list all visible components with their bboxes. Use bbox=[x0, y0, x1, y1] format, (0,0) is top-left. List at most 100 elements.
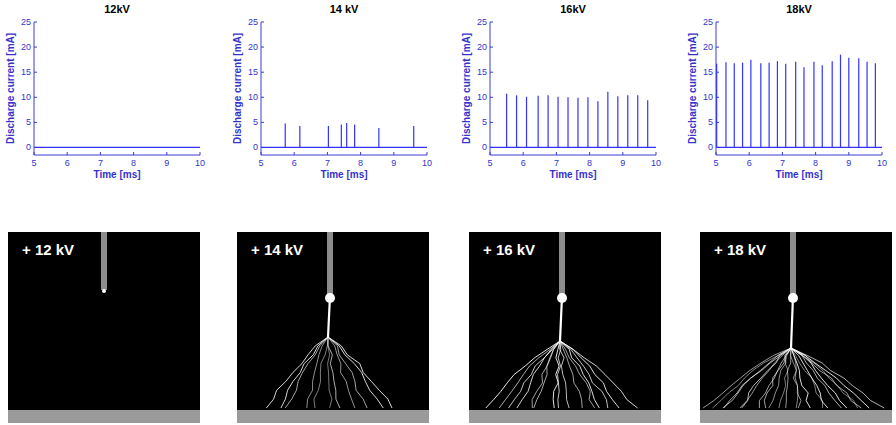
y-tick bbox=[490, 22, 493, 23]
streamer-branch bbox=[532, 341, 560, 408]
streamer-branch bbox=[791, 348, 847, 408]
streamers bbox=[486, 296, 638, 408]
pulse bbox=[647, 100, 648, 147]
pulse bbox=[577, 98, 578, 148]
streamer-branch bbox=[791, 348, 884, 408]
streamer-branch bbox=[499, 341, 560, 408]
y-tick bbox=[261, 122, 264, 123]
streamer-branch bbox=[285, 337, 328, 408]
y-tick bbox=[490, 47, 493, 48]
streamer-branch bbox=[740, 348, 791, 408]
pulse bbox=[328, 126, 329, 148]
y-tick-label: 10 bbox=[21, 92, 31, 102]
photo: + 12 kV bbox=[8, 232, 200, 423]
streamer-branch bbox=[486, 341, 560, 408]
x-tick bbox=[67, 152, 68, 155]
y-tick-label: 25 bbox=[477, 17, 487, 27]
tip-glow bbox=[325, 293, 335, 303]
pulse bbox=[742, 63, 743, 148]
photo-background bbox=[700, 232, 892, 423]
x-tick-label: 9 bbox=[846, 158, 851, 168]
pulse bbox=[866, 62, 867, 148]
ground-plane bbox=[8, 410, 200, 423]
x-tick-label: 8 bbox=[587, 158, 592, 168]
pulse bbox=[848, 58, 849, 148]
pulse bbox=[813, 62, 814, 148]
x-tick-label: 5 bbox=[713, 158, 718, 168]
streamer-branch bbox=[307, 337, 328, 408]
plot-marks bbox=[716, 55, 882, 148]
x-tick bbox=[815, 152, 816, 155]
pulse bbox=[803, 67, 804, 147]
photo: + 14 kV bbox=[237, 232, 429, 423]
x-tick-label: 10 bbox=[651, 158, 661, 168]
y-tick bbox=[490, 72, 493, 73]
pulse bbox=[526, 97, 527, 148]
y-tick bbox=[716, 22, 719, 23]
x-tick bbox=[34, 152, 35, 155]
x-tick-label: 9 bbox=[620, 158, 625, 168]
streamer-branch bbox=[534, 341, 560, 408]
x-tick-label: 8 bbox=[813, 158, 818, 168]
pulse bbox=[597, 101, 598, 147]
y-tick-label: 5 bbox=[708, 117, 713, 127]
x-tick bbox=[133, 152, 134, 155]
y-tick-label: 20 bbox=[703, 42, 713, 52]
photo-label: + 16 kV bbox=[483, 241, 535, 258]
streamer-branch bbox=[703, 348, 791, 408]
x-tick-label: 10 bbox=[422, 158, 432, 168]
chart-title: 18kV bbox=[786, 3, 812, 15]
x-tick-label: 5 bbox=[31, 158, 36, 168]
x-axis-line bbox=[34, 155, 200, 156]
y-tick-label: 20 bbox=[248, 42, 258, 52]
y-tick-label: 5 bbox=[482, 117, 487, 127]
x-tick bbox=[589, 152, 590, 155]
y-tick-label: 0 bbox=[708, 142, 713, 152]
pulse bbox=[354, 124, 355, 147]
plot-marks bbox=[34, 147, 200, 148]
x-axis-line bbox=[716, 155, 882, 156]
streamer-branch bbox=[266, 337, 328, 408]
x-axis-title: Time [ms] bbox=[93, 169, 140, 180]
x-tick-label: 7 bbox=[325, 158, 330, 168]
streamer-branch bbox=[723, 348, 791, 408]
y-tick bbox=[34, 47, 37, 48]
y-tick-label: 15 bbox=[477, 67, 487, 77]
streamer-branch bbox=[560, 341, 619, 408]
x-axis-title: Time [ms] bbox=[320, 169, 367, 180]
streamer-branch bbox=[553, 341, 560, 408]
pulse bbox=[785, 64, 786, 148]
x-tick bbox=[848, 152, 849, 155]
x-tick-label: 6 bbox=[521, 158, 526, 168]
baseline bbox=[261, 147, 427, 148]
baseline bbox=[34, 147, 200, 148]
chart-title: 14 kV bbox=[330, 3, 359, 15]
photo-background bbox=[469, 232, 661, 423]
ground-plane bbox=[237, 410, 429, 423]
y-axis-title: Discharge current [mA] bbox=[687, 33, 698, 144]
pulse bbox=[567, 97, 568, 147]
tip-glow bbox=[557, 293, 567, 303]
streamer-branch bbox=[791, 348, 861, 408]
x-tick-label: 8 bbox=[358, 158, 363, 168]
x-tick bbox=[100, 152, 101, 155]
x-tick-label: 8 bbox=[131, 158, 136, 168]
pulse bbox=[341, 124, 342, 147]
y-axis-title: Discharge current [mA] bbox=[5, 33, 16, 144]
pulse bbox=[557, 97, 558, 148]
pulse bbox=[822, 65, 823, 147]
x-tick-label: 6 bbox=[747, 158, 752, 168]
streamer-branch bbox=[560, 341, 599, 408]
chart-panel: 16kV05101520255678910Time [ms]Discharge … bbox=[461, 3, 661, 180]
x-tick bbox=[556, 152, 557, 155]
pulse bbox=[516, 95, 517, 147]
chart-title: 12kV bbox=[104, 3, 130, 15]
streamer-branch bbox=[791, 348, 841, 408]
streamer-branch bbox=[742, 348, 791, 408]
streamer-branch bbox=[759, 348, 791, 408]
pulse bbox=[769, 63, 770, 148]
x-tick-label: 7 bbox=[98, 158, 103, 168]
y-axis-line bbox=[490, 22, 491, 155]
chart-panel: 12kV05101520255678910Time [ms]Discharge … bbox=[5, 3, 205, 180]
pulse bbox=[413, 126, 414, 148]
